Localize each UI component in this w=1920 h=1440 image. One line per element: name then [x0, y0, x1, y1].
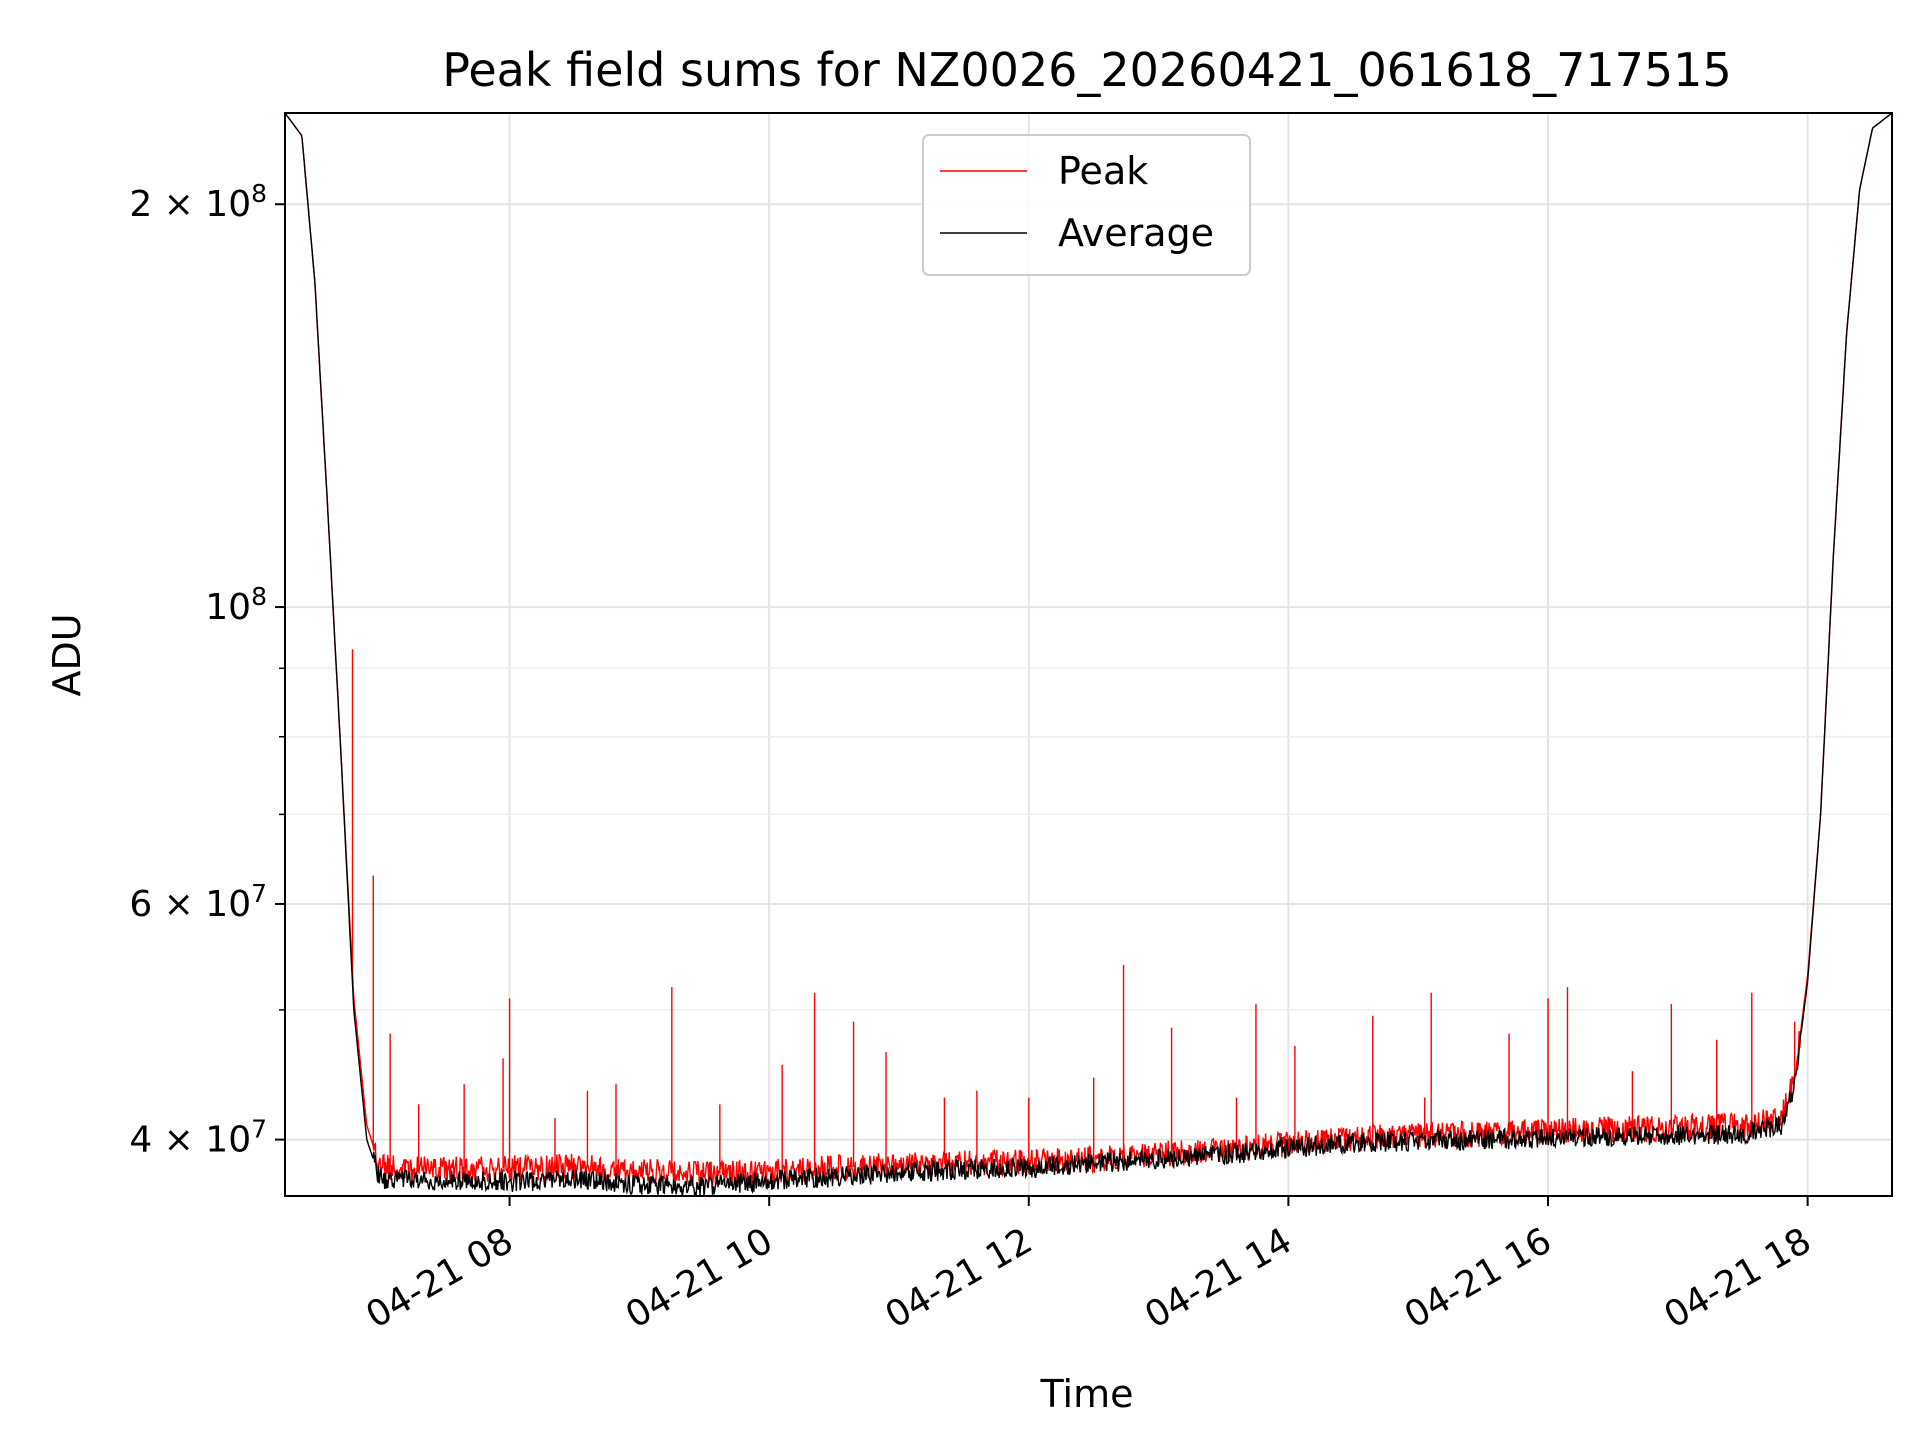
series-layer: [285, 113, 1892, 1196]
y-axis-label: ADU: [45, 613, 89, 696]
y-tick-label: 108: [205, 582, 267, 628]
legend-label-peak: Peak: [1058, 149, 1148, 193]
plot-frame: [284, 112, 1893, 1197]
legend-label-average: Average: [1058, 211, 1214, 255]
y-tick-label: 2 × 108: [129, 179, 267, 225]
x-axis-label: Time: [1040, 1372, 1134, 1416]
legend-box: [922, 134, 1251, 276]
chart-title: Peak field sums for NZ0026_20260421_0616…: [442, 43, 1731, 97]
y-tick-label: 6 × 107: [129, 879, 267, 925]
legend: Peak Average: [922, 134, 1251, 276]
y-axis: 4 × 107 6 × 107 108 2 × 108: [129, 179, 285, 1161]
series-line-average: [285, 113, 1892, 1196]
y-tick-label: 4 × 107: [129, 1115, 267, 1161]
